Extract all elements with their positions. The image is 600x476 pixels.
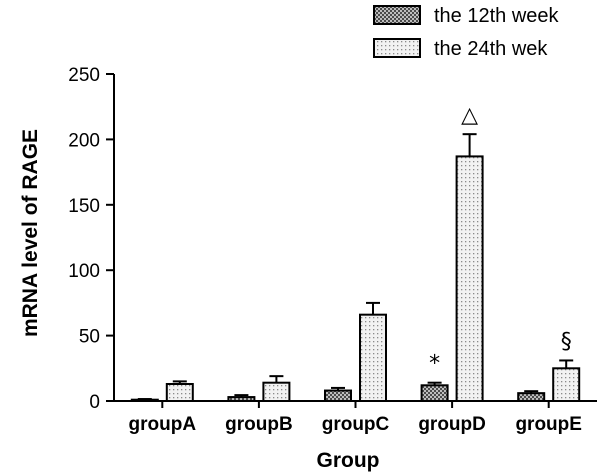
y-axis: 0 50 100 150 200 250 xyxy=(68,65,115,413)
bar-groupD-series0 xyxy=(420,384,449,402)
x-axis: groupA groupB groupC groupD groupE xyxy=(114,400,597,435)
bar-groupB-series0 xyxy=(227,396,256,402)
x-tick-label-groupE: groupE xyxy=(515,414,582,435)
x-tick-label-groupB: groupB xyxy=(225,414,293,435)
y-tick-label: 0 xyxy=(89,392,100,413)
legend: the 12th week the 24th wek xyxy=(373,5,560,60)
y-axis-title: mRNA level of RAGE xyxy=(19,129,42,337)
bar-groupC-series0 xyxy=(324,389,352,403)
annotations: * △ § xyxy=(429,103,572,377)
bar-groupA-series1 xyxy=(165,382,194,403)
bar-groupC-series1 xyxy=(359,313,387,402)
legend-swatch-series1 xyxy=(373,38,421,58)
legend-label-series1: the 24th wek xyxy=(434,38,548,60)
bar-groupD-series1 xyxy=(455,155,484,402)
x-tick-label-groupA: groupA xyxy=(129,414,197,435)
x-tick-label-groupD: groupD xyxy=(418,414,486,435)
y-tick-label: 150 xyxy=(68,196,100,217)
bar-groupE-series1 xyxy=(552,367,581,402)
y-tick-label: 200 xyxy=(68,130,100,151)
y-tick-label: 50 xyxy=(79,327,100,348)
bars xyxy=(130,133,581,403)
annotation-groupD-series0: * xyxy=(429,352,440,377)
legend-swatch-series0 xyxy=(373,5,421,25)
x-tick-label-groupC: groupC xyxy=(322,414,390,435)
x-axis-title: Group xyxy=(317,449,380,472)
annotation-groupE-series1: § xyxy=(561,329,572,354)
bar-groupE-series0 xyxy=(517,392,546,403)
y-tick-label: 250 xyxy=(68,65,100,86)
y-tick-label: 100 xyxy=(68,261,100,282)
legend-label-series0: the 12th week xyxy=(434,5,560,27)
annotation-groupD-series1: △ xyxy=(461,103,478,128)
bar-groupB-series1 xyxy=(262,381,291,402)
